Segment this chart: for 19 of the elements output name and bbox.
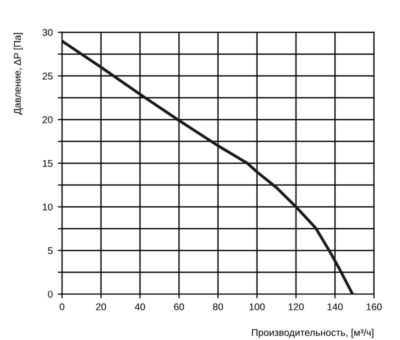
y-axis-title: Давление, ΔP [Па] (14, 32, 23, 115)
x-tick-label: 160 (366, 303, 382, 310)
x-tick-label: 60 (174, 303, 184, 310)
x-axis-title: Производительность, [м³/ч] (252, 328, 374, 338)
line-series (62, 40, 354, 294)
y-tick-label: 0 (48, 290, 53, 298)
x-tick-label: 80 (213, 303, 224, 310)
y-tick-label: 5 (48, 247, 53, 254)
x-tick-label: 20 (96, 303, 106, 310)
y-tick-label: 30 (42, 29, 53, 36)
x-tick-label: 0 (60, 303, 64, 310)
y-tick-label: 20 (42, 116, 53, 124)
x-tick-label: 140 (328, 303, 343, 310)
y-tick-label: 10 (42, 204, 53, 210)
y-tick-label: 25 (42, 72, 53, 80)
y-tick-label: 15 (42, 160, 53, 167)
x-tick-label: 120 (288, 303, 304, 310)
x-tick-label: 40 (134, 303, 146, 310)
x-tick-label: 100 (250, 303, 265, 310)
